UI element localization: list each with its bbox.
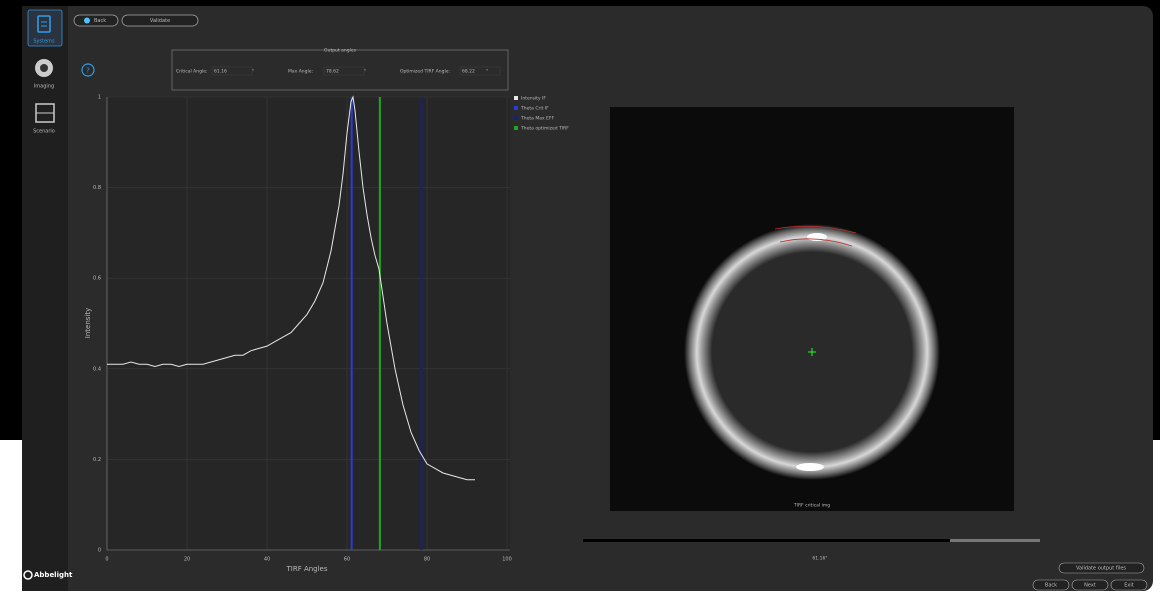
legend-label: Theta Max EFF bbox=[520, 116, 554, 122]
y-tick-label: 0 bbox=[98, 548, 101, 554]
button-label[interactable]: Back bbox=[1045, 583, 1057, 589]
legend-swatch bbox=[514, 116, 518, 120]
x-tick-label: 40 bbox=[264, 557, 270, 563]
nav-selected[interactable] bbox=[27, 9, 63, 47]
systems-icon bbox=[37, 15, 51, 33]
x-axis-title: TIRF Angles bbox=[285, 565, 327, 573]
arc bbox=[779, 238, 853, 247]
logo-icon bbox=[23, 570, 33, 580]
field-input bbox=[323, 66, 365, 76]
button-label[interactable]: Validate output files bbox=[1076, 566, 1126, 572]
validate-button[interactable] bbox=[121, 14, 199, 27]
x-tick-label: 100 bbox=[502, 557, 512, 563]
footer-button[interactable] bbox=[1110, 579, 1148, 591]
nav-label[interactable]: Imaging bbox=[34, 84, 54, 90]
output-box bbox=[171, 49, 509, 91]
slider-label: 61.16° bbox=[812, 556, 827, 562]
button-label[interactable]: Exit bbox=[1124, 583, 1134, 589]
y-tick-label: 0.2 bbox=[93, 457, 101, 463]
radio bbox=[84, 17, 90, 24]
footer-button[interactable] bbox=[1032, 579, 1070, 591]
sidebar bbox=[22, 6, 68, 591]
button-label[interactable]: Next bbox=[1084, 583, 1096, 589]
field-value: 68.22 bbox=[462, 69, 475, 75]
slider-fill bbox=[583, 539, 950, 542]
intensity-line bbox=[107, 95, 475, 481]
x-tick-label: 60 bbox=[344, 557, 350, 563]
field-value: 78.62 bbox=[326, 69, 339, 75]
logo: Abbelight bbox=[34, 571, 73, 579]
field-label: Optimized TIRF Angle: bbox=[400, 69, 450, 75]
imaging-icon bbox=[40, 64, 48, 72]
y-tick-label: 0.6 bbox=[93, 276, 101, 282]
x-tick-label: 20 bbox=[184, 557, 190, 563]
legend-swatch bbox=[514, 96, 518, 100]
y-axis-title: Intensity bbox=[84, 308, 92, 338]
legend-label: Theta optimized TIRF bbox=[520, 126, 569, 132]
button-label[interactable]: Back bbox=[94, 18, 106, 24]
help[interactable]: ? bbox=[86, 67, 90, 75]
highlight bbox=[796, 463, 824, 471]
footer-button[interactable] bbox=[1071, 579, 1109, 591]
field-input bbox=[459, 66, 501, 76]
field-label: Critical Angle: bbox=[176, 69, 208, 75]
arc bbox=[774, 225, 857, 234]
legend-swatch bbox=[514, 126, 518, 130]
field-label: Max Angle: bbox=[288, 69, 313, 75]
nav-label[interactable]: Scenario bbox=[33, 129, 55, 135]
help-icon[interactable] bbox=[81, 63, 95, 77]
field-value: 61.16 bbox=[214, 69, 227, 75]
field-input bbox=[211, 66, 253, 76]
plot-area bbox=[107, 97, 510, 550]
field-unit: ° bbox=[364, 69, 366, 75]
y-tick-label: 1 bbox=[98, 95, 101, 101]
field-unit: ° bbox=[252, 69, 254, 75]
back-button[interactable] bbox=[73, 14, 119, 27]
legend-label: Intensity IF bbox=[521, 96, 546, 102]
x-tick-label: 80 bbox=[424, 557, 430, 563]
x-tick-label: 0 bbox=[105, 557, 108, 563]
button-label[interactable]: Validate bbox=[150, 18, 170, 24]
y-tick-label: 0.8 bbox=[93, 185, 101, 191]
footer-button[interactable] bbox=[1058, 562, 1145, 574]
y-tick-label: 0.4 bbox=[93, 366, 101, 372]
nav-label[interactable]: Systems bbox=[33, 39, 55, 45]
output-title: Output angles bbox=[324, 48, 357, 54]
image-caption: TIRF critical img bbox=[793, 503, 830, 509]
field-unit: ° bbox=[486, 69, 488, 75]
legend-label: Theta Crit IF bbox=[520, 106, 549, 112]
legend-swatch bbox=[514, 106, 518, 110]
